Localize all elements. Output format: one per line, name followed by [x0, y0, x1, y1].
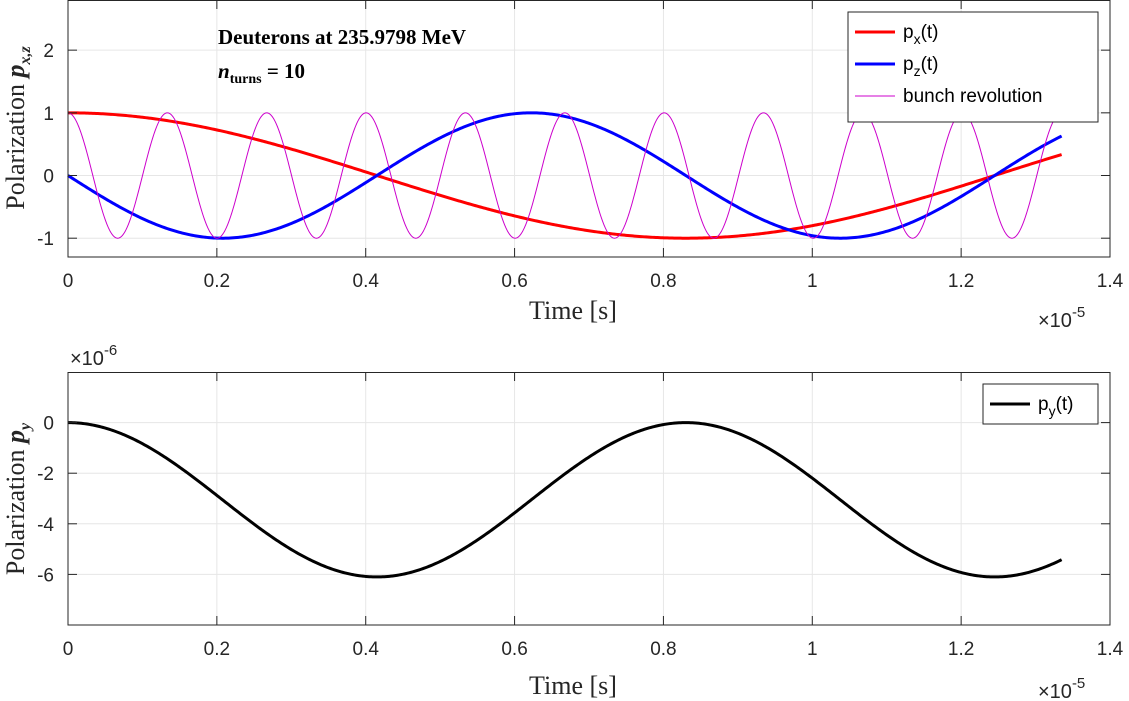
- y-tick-label: -6: [37, 565, 54, 586]
- annotation-turns: nturns = 10: [218, 59, 305, 87]
- y-axis-label: Polarization py: [1, 422, 34, 575]
- x-tick-label: 0.8: [650, 271, 676, 292]
- chart-panel-2: 0 0.2 0.4 0.6 0.8 1 1.2 1.4 -6 -4 -2 0 Time [s] ×10-5…: [1, 342, 1124, 701]
- x-tick-label: 0.2: [204, 271, 230, 292]
- x-axis-label: Time [s]: [529, 296, 617, 325]
- x-tick-label: 1.4: [1097, 271, 1124, 292]
- legend: py(t): [982, 383, 1099, 425]
- x-tick-label: 1.2: [948, 639, 974, 660]
- x-tick-label: 0.6: [501, 271, 527, 292]
- x-tick-label: 0.4: [353, 639, 380, 660]
- axes-box: [67, 0, 1111, 258]
- x-tick-label: 1: [807, 271, 818, 292]
- x-tick-label: 1.4: [1097, 639, 1124, 660]
- x-tick-label: 0: [63, 271, 74, 292]
- series-line-1: [67, 421, 1063, 579]
- axes-box: [67, 372, 1111, 626]
- x-axis-label: Time [s]: [529, 671, 617, 700]
- y-tick-label: -2: [37, 464, 54, 485]
- y-tick-label: -1: [37, 229, 54, 250]
- y-axis-multiplier: ×10-6: [70, 342, 117, 370]
- chart-panel-1: 0 0.2 0.4 0.6 0.8 1 1.2 1.4 -1 0 1 2 Time [s] ×10-5 Po…: [1, 0, 1124, 332]
- y-tick-label: 2: [43, 41, 54, 62]
- x-tick-label: 0.6: [501, 639, 527, 660]
- x-tick-label: 0.2: [204, 639, 230, 660]
- y-tick-label: 0: [43, 167, 54, 188]
- series-line-3: [67, 112, 1062, 239]
- legend-box: [847, 11, 1099, 123]
- legend-entry: py(t): [1038, 394, 1074, 419]
- legend-entry: pz(t): [903, 54, 939, 79]
- legend-entry: bunch revolution: [903, 86, 1042, 107]
- x-tick-label: 1.2: [948, 271, 974, 292]
- plot-area: [68, 372, 1110, 625]
- x-tick-label: 0.8: [650, 639, 676, 660]
- y-axis-label: Polarization px,z: [1, 46, 34, 210]
- series-line-2: [67, 111, 1063, 240]
- x-tick-label: 0: [63, 639, 74, 660]
- legend-entry: px(t): [903, 22, 939, 47]
- x-axis-multiplier: ×10-5: [1038, 304, 1085, 332]
- y-tick-label: -4: [37, 515, 54, 536]
- legend: px(t) pz(t) bunch revolution: [847, 11, 1099, 123]
- y-tick-label: 1: [43, 104, 54, 125]
- x-tick-label: 1: [807, 639, 818, 660]
- x-tick-label: 0.4: [353, 271, 380, 292]
- annotation-beam: Deuterons at 235.9798 MeV: [218, 25, 466, 49]
- x-axis-multiplier: ×10-5: [1038, 675, 1085, 701]
- y-tick-label: 0: [43, 414, 54, 435]
